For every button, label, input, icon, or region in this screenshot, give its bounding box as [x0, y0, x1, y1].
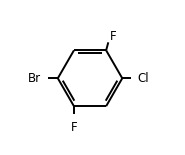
Text: F: F	[71, 120, 77, 133]
Text: Cl: Cl	[138, 72, 149, 85]
Text: F: F	[110, 30, 117, 43]
Text: Br: Br	[28, 72, 41, 85]
